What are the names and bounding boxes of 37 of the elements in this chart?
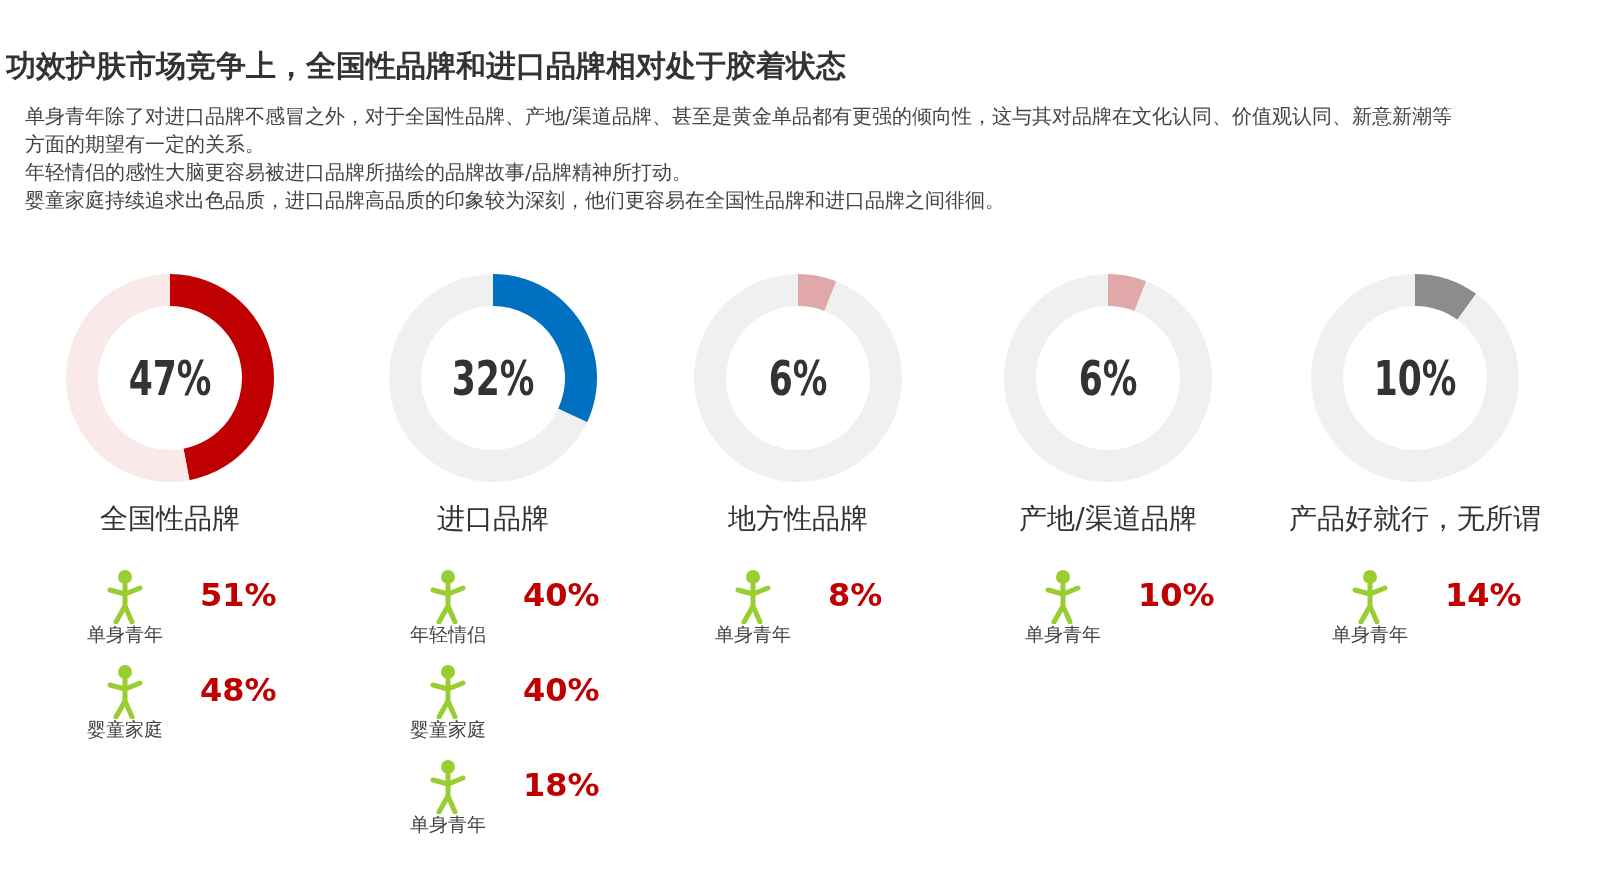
text: 单身青年 (409, 812, 487, 837)
text: 单身青年 (1024, 622, 1102, 647)
text: 40% (523, 576, 600, 614)
text: 单身青年 (1331, 622, 1409, 647)
text: 年轻情侣 (409, 622, 487, 647)
text: 产品好就行，无所谓 (1288, 501, 1542, 537)
text: 10% (1373, 350, 1457, 407)
donut-slice (389, 274, 588, 482)
text: 单身青年 (714, 622, 792, 647)
text: 婴童家庭持续追求出色品质，进口品牌高品质的印象较为深刻，他们更容易在全国性品牌和进口品牌之间徘徊。 (25, 187, 1005, 214)
text: 48% (200, 671, 277, 709)
text: 18% (523, 766, 600, 804)
text: 功效护肤市场竞争上，全国性品牌和进口品牌相对处于胶着状态 (6, 47, 846, 85)
text: 产地/渠道品牌 (1018, 501, 1198, 537)
text: 6% (768, 350, 828, 407)
text: 全国性品牌 (99, 501, 241, 537)
text: 14% (1445, 576, 1522, 614)
text: 年轻情侣的感性大脑更容易被进口品牌所描绘的品牌故事/品牌精神所打动。 (25, 159, 692, 186)
text: 47% (128, 350, 212, 407)
text: 8% (828, 576, 883, 614)
text: 婴童家庭 (409, 717, 487, 742)
text: 单身青年 (86, 622, 164, 647)
text: 6% (1078, 350, 1138, 407)
text: 51% (200, 576, 277, 614)
text: 32% (451, 350, 535, 407)
donut-slice (1108, 274, 1147, 312)
text: 婴童家庭 (86, 717, 164, 742)
donut-slice (694, 274, 902, 482)
donut-slice (1311, 274, 1519, 482)
text: 单身青年除了对进口品牌不感冒之外，对于全国性品牌、产地/渠道品牌、甚至是黄金单品都有更强的倾向性，这与其对品牌在文化认同、价值观认同、新意新潮等方面的期望有一定的关系。 (25, 103, 1453, 158)
donut-slice (1004, 274, 1212, 482)
text: 地方性品牌 (727, 501, 869, 537)
text: 40% (523, 671, 600, 709)
donut-slice (1415, 274, 1477, 320)
text: 进口品牌 (436, 501, 550, 537)
text: 10% (1138, 576, 1215, 614)
donut-slice (798, 274, 837, 312)
